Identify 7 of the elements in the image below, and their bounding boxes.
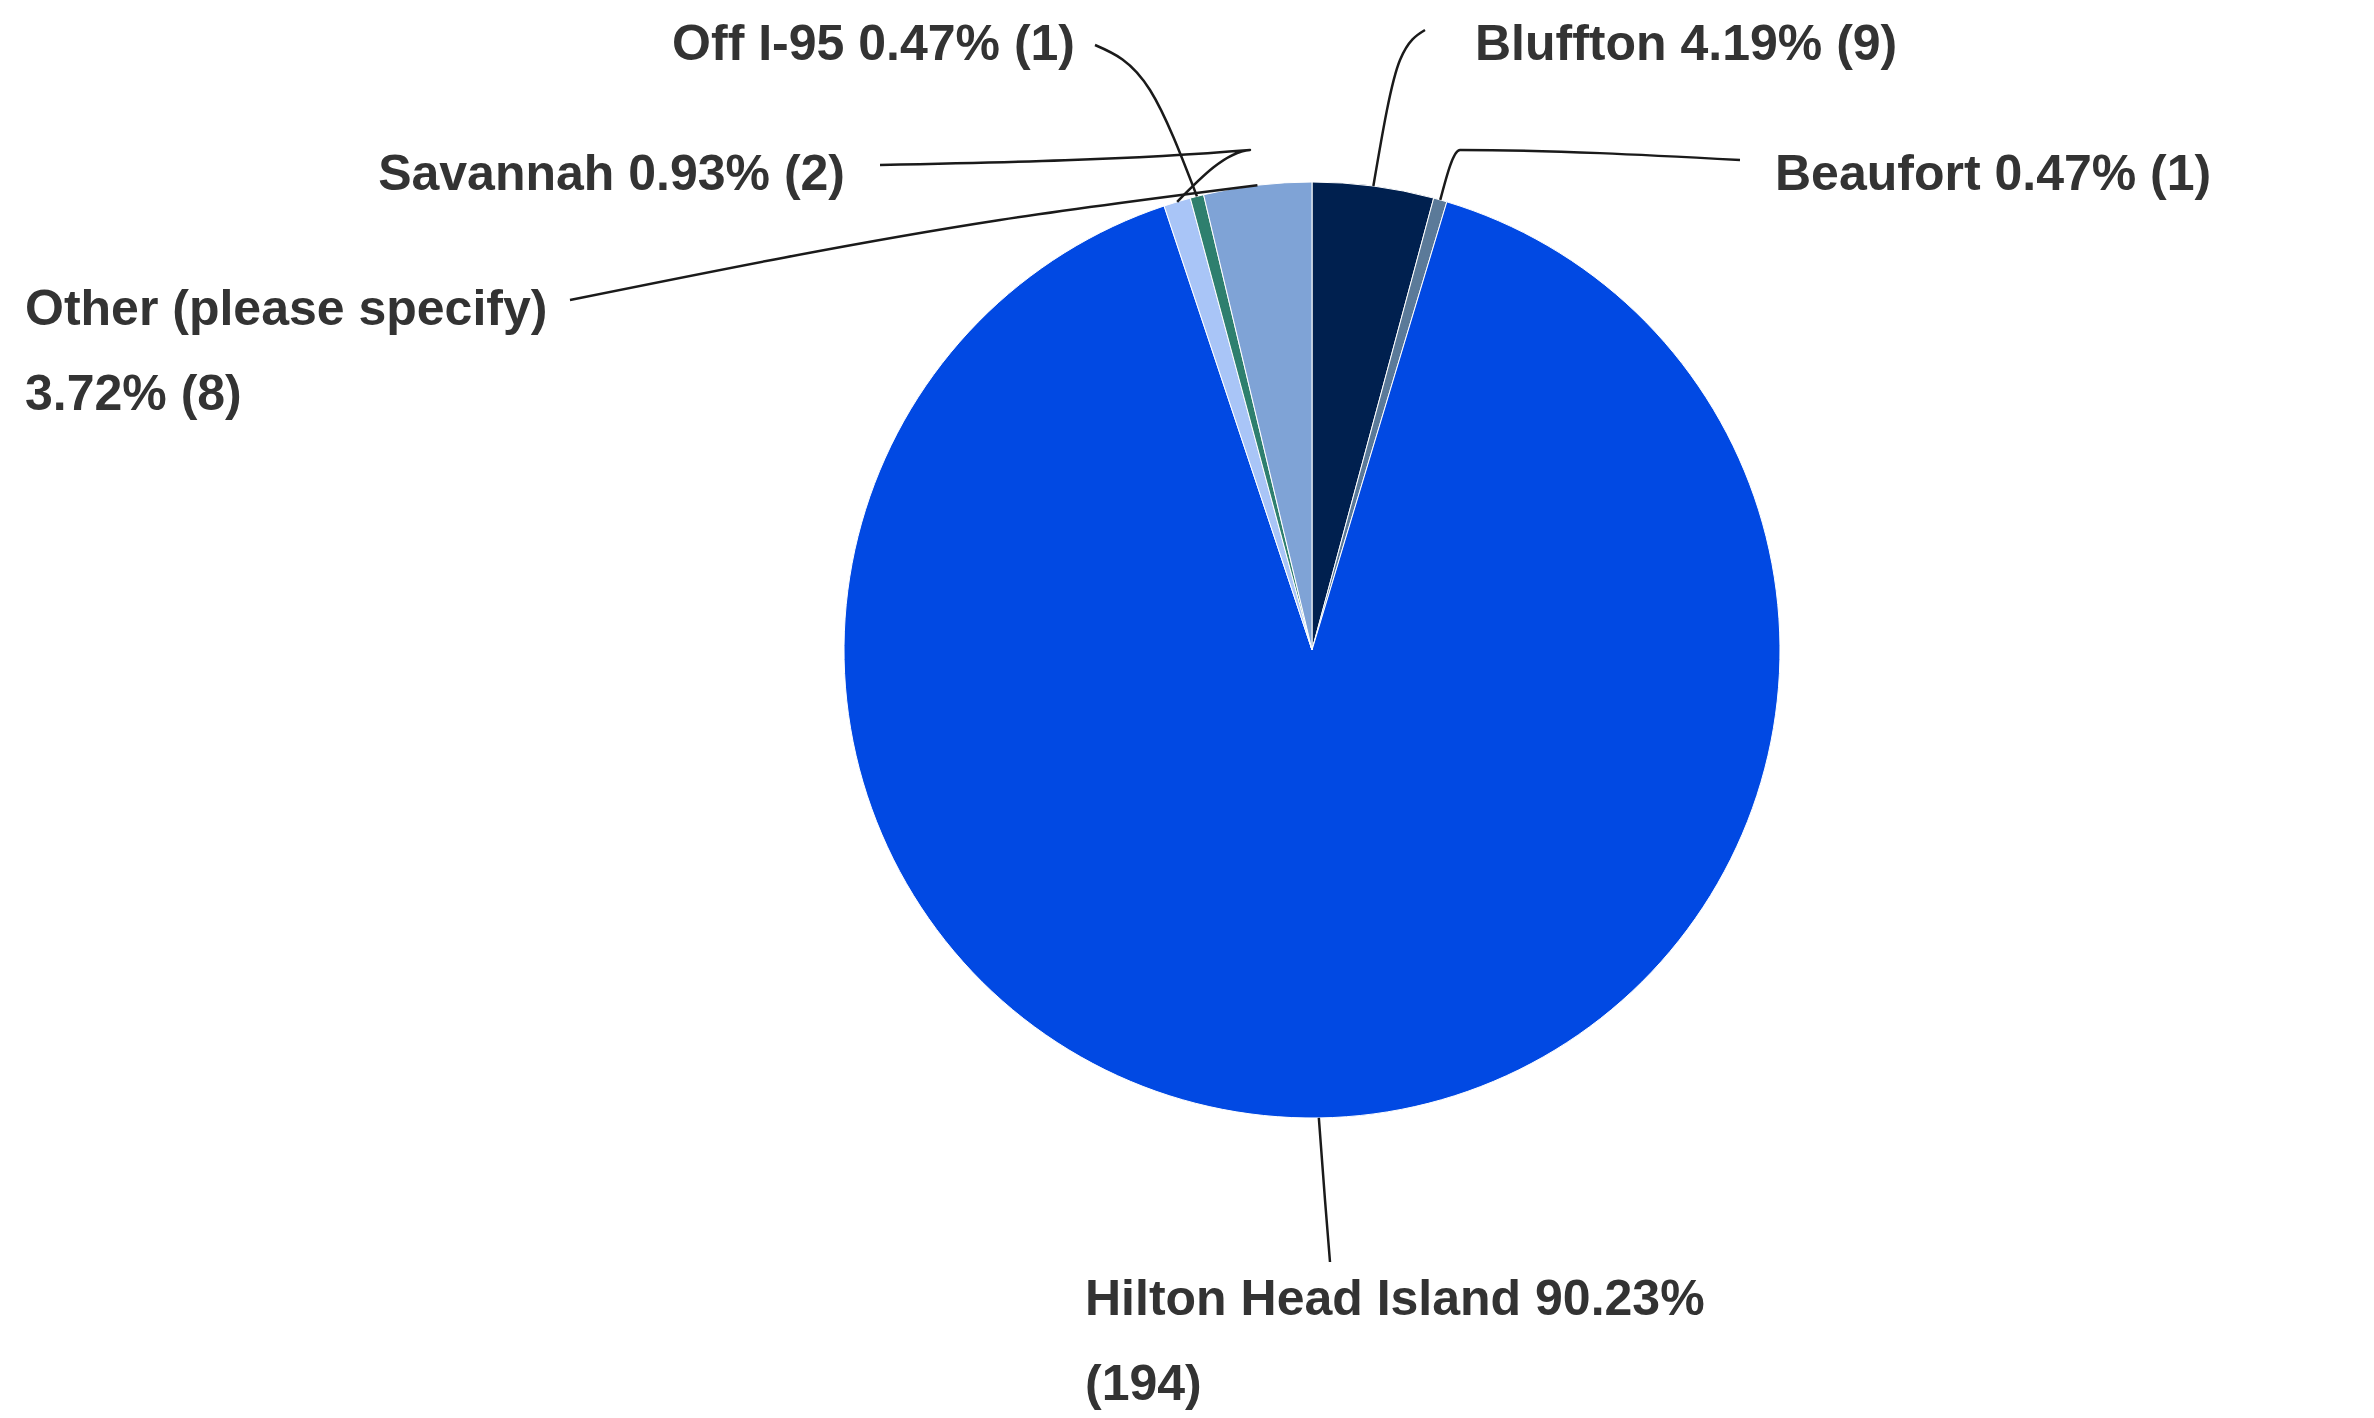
- slice-label: Savannah 0.93% (2): [378, 145, 845, 201]
- data-label: 3.72% (8): [25, 365, 242, 421]
- slice-label: Bluffton 4.19% (9): [1475, 15, 1898, 71]
- slice-label: Off I-95 0.47% (1): [672, 15, 1075, 71]
- slice-label: Other (please specify): [25, 280, 548, 336]
- slice-label: Hilton Head Island 90.23% (194): [1085, 1270, 1705, 1411]
- slice-label: Beaufort 0.47% (1): [1775, 145, 2212, 201]
